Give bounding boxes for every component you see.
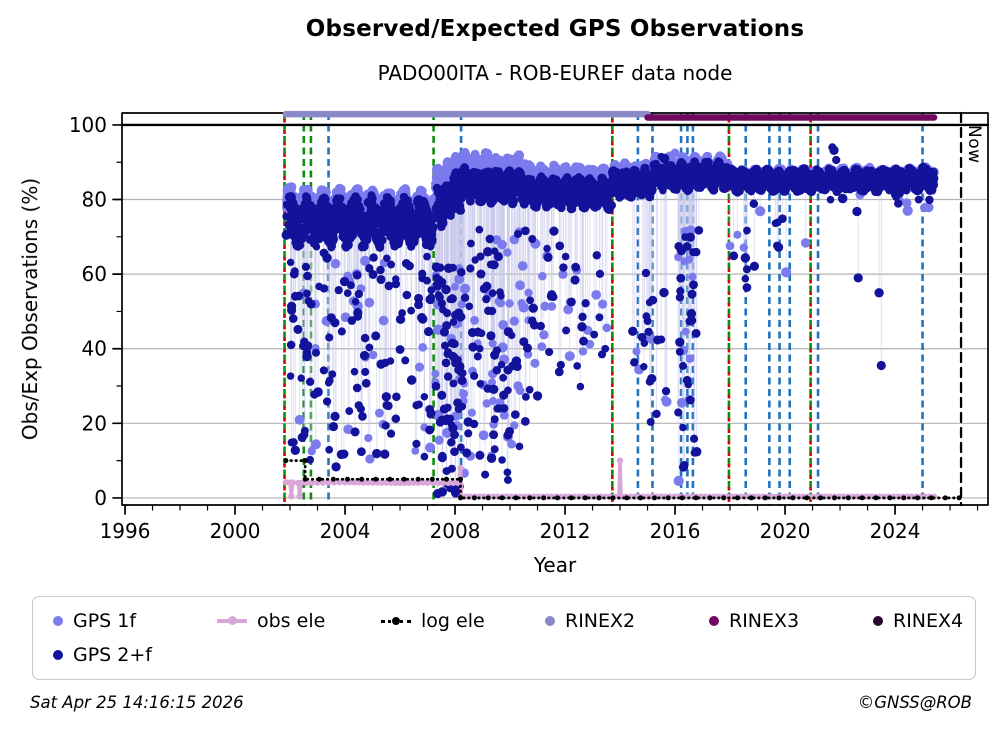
legend-label: RINEX4 xyxy=(893,610,964,632)
legend-label: GPS 2+f xyxy=(73,644,152,666)
legend-item-obs-ele: obs ele xyxy=(217,610,381,632)
legend-label: obs ele xyxy=(257,610,326,632)
obs-ele-marker-icon xyxy=(217,616,247,626)
plot-timestamp: Sat Apr 25 14:16:15 2026 xyxy=(30,693,244,712)
legend-item-rinex3: RINEX3 xyxy=(709,610,873,632)
gps-1f-marker-icon xyxy=(53,616,63,626)
legend-item-rinex4: RINEX4 xyxy=(873,610,1008,632)
legend-row-1: GPS 1f obs ele log ele RINEX2 RINEX3 RIN… xyxy=(53,604,975,638)
chart-subtitle: PADO00ITA - ROB-EUREF data node xyxy=(377,61,733,85)
legend-item-log-ele: log ele xyxy=(381,610,545,632)
legend-row-2: GPS 2+f xyxy=(53,638,975,672)
legend-item-rinex2: RINEX2 xyxy=(545,610,709,632)
legend-label: RINEX3 xyxy=(729,610,800,632)
rinex2-marker-icon xyxy=(545,616,555,626)
legend-label: GPS 1f xyxy=(73,610,137,632)
legend-item-gps-1f: GPS 1f xyxy=(53,610,217,632)
now-label: Now xyxy=(964,125,984,164)
copyright: ©GNSS@ROB xyxy=(857,693,972,712)
gps-2f-marker-icon xyxy=(53,650,63,660)
legend-label: log ele xyxy=(421,610,485,632)
rinex3-marker-icon xyxy=(709,616,719,626)
rinex4-marker-icon xyxy=(873,616,883,626)
legend: GPS 1f obs ele log ele RINEX2 RINEX3 RIN… xyxy=(32,596,976,680)
x-axis-label: Year xyxy=(533,553,577,577)
log-ele-marker-icon xyxy=(381,617,411,625)
legend-label: RINEX2 xyxy=(565,610,636,632)
y-axis-label: Obs/Exp Observations (%) xyxy=(18,177,42,441)
legend-item-gps-2f: GPS 2+f xyxy=(53,644,217,666)
page-title: Observed/Expected GPS Observations xyxy=(305,16,805,42)
